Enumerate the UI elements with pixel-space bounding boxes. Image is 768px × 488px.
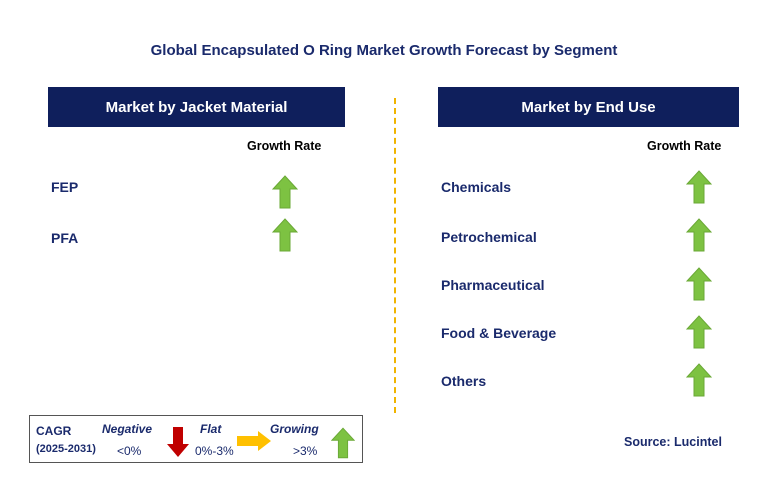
green-up-arrow-icon	[686, 170, 712, 204]
legend-flat-label: Flat	[200, 422, 222, 436]
legend-period: (2025-2031)	[36, 443, 96, 455]
legend-growing-range: >3%	[293, 444, 318, 458]
segment-label-petrochemical: Petrochemical	[441, 229, 537, 245]
source-note: Source: Lucintel	[624, 435, 722, 449]
green-up-arrow-icon	[272, 175, 298, 209]
segment-label-chemicals: Chemicals	[441, 179, 512, 195]
legend-cagr-label: CAGR	[36, 424, 72, 438]
yellow-right-arrow-icon	[237, 431, 271, 451]
green-up-arrow-icon	[331, 427, 355, 459]
chart-title: Global Encapsulated O Ring Market Growth…	[150, 42, 618, 59]
left-growth-rate-label: Growth Rate	[247, 139, 322, 153]
segment-label-others: Others	[441, 373, 487, 389]
legend-flat-range: 0%-3%	[195, 444, 234, 458]
green-up-arrow-icon	[686, 363, 712, 397]
green-up-arrow-icon	[272, 218, 298, 252]
legend-growing-label: Growing	[270, 422, 319, 436]
legend-negative-range: <0%	[117, 444, 142, 458]
segment-label-pfa: PFA	[51, 230, 79, 246]
right-growth-rate-label: Growth Rate	[647, 139, 722, 153]
segment-label-food-beverage: Food & Beverage	[441, 325, 557, 341]
end-use-header: Market by End Use	[438, 87, 739, 127]
segment-label-pharmaceutical: Pharmaceutical	[441, 277, 545, 293]
panel-divider	[394, 98, 396, 413]
green-up-arrow-icon	[686, 218, 712, 252]
segment-label-fep: FEP	[51, 179, 79, 195]
cagr-legend: CAGR (2025-2031) Negative <0% Flat 0%-3%…	[29, 415, 363, 463]
legend-negative-label: Negative	[102, 422, 153, 436]
green-up-arrow-icon	[686, 315, 712, 349]
green-up-arrow-icon	[686, 267, 712, 301]
jacket-material-header: Market by Jacket Material	[48, 87, 345, 127]
red-down-arrow-icon	[167, 427, 189, 457]
